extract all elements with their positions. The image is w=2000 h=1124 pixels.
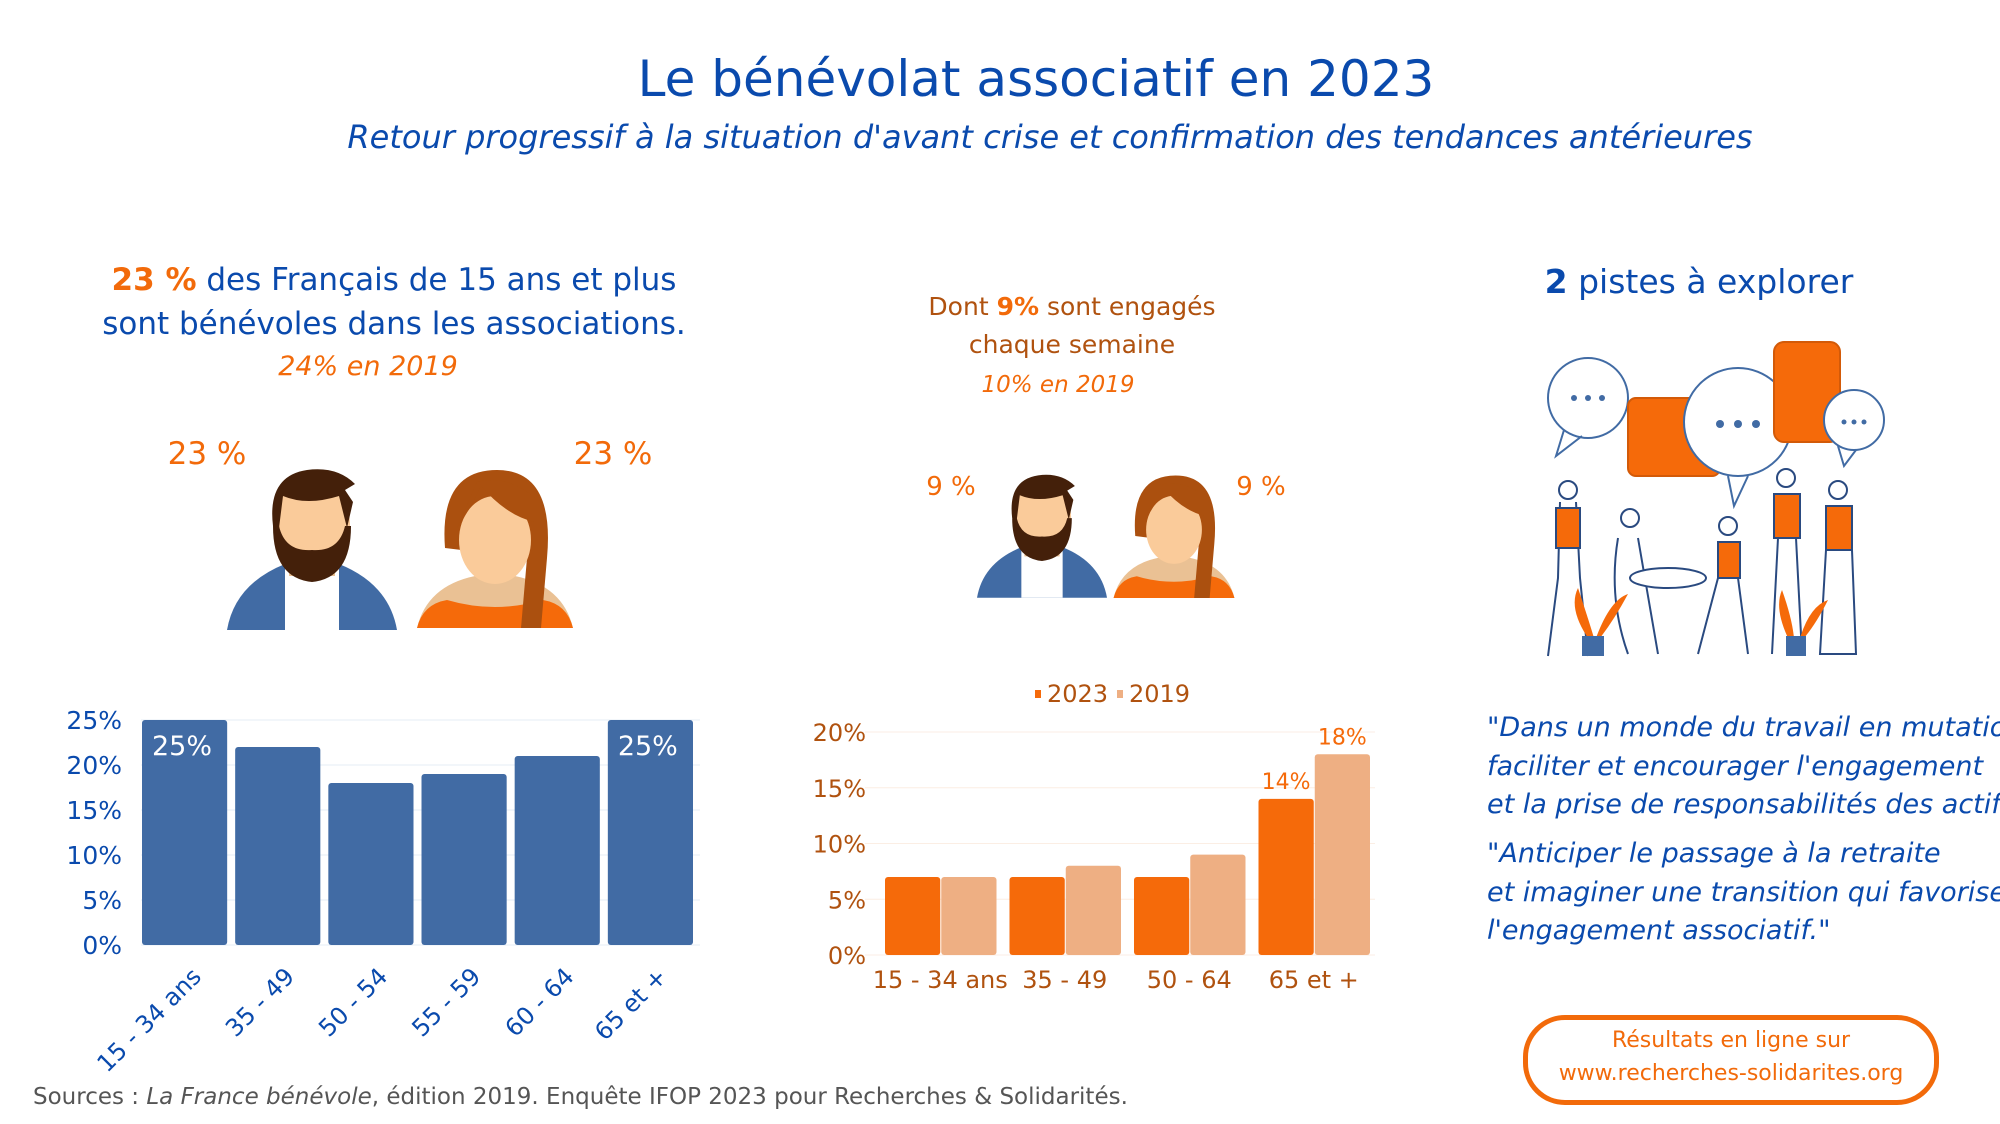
x-tick-label: 50 - 54 [313, 962, 393, 1042]
bar [885, 876, 941, 955]
y-tick-label: 20% [813, 719, 866, 747]
weekly-percent: 9% [996, 292, 1040, 321]
weekly-women-percent: 9 % [1236, 472, 1286, 502]
quote-2: "Anticiper le passage à la retraite et i… [1487, 835, 2000, 951]
weekly-text-2: chaque semaine [968, 330, 1176, 359]
quote-2-line: l'engagement associatif." [1487, 915, 1831, 946]
x-tick-label: 35 - 49 [220, 962, 300, 1042]
legend-label: 2023 [1047, 680, 1108, 708]
y-tick-label: 15% [813, 775, 866, 803]
bar [235, 747, 321, 945]
x-tick-label: 15 - 34 ans [92, 962, 207, 1077]
men-percent: 23 % [167, 436, 247, 472]
quote-2-line: et imaginer une transition qui favorise [1487, 876, 2000, 908]
headline-text-2: sont bénévoles dans les associations. [102, 306, 686, 342]
quote-2-line: "Anticiper le passage à la retraite [1487, 838, 1941, 869]
x-tick-label: 65 et + [589, 962, 673, 1046]
data-label: 18% [1318, 725, 1367, 750]
data-label: 25% [618, 731, 678, 762]
x-tick-label: 55 - 59 [406, 962, 486, 1042]
results-online-link[interactable]: Résultats en ligne sur www.recherches-so… [1523, 1015, 1939, 1105]
weekly-chart: 0% 5% 10% 15% 20% 2023 14% 2019 18% 15 - 34 ans 35… [813, 680, 1375, 994]
bar [1065, 865, 1121, 955]
y-tick-label: 20% [66, 751, 122, 780]
cta-url[interactable]: www.recherches-solidarites.org [1558, 1061, 1904, 1086]
discussion-illustration [1547, 341, 1885, 657]
quote-1: "Dans un monde du travail en mutation, f… [1487, 709, 2000, 825]
women-percent: 23 % [573, 436, 653, 472]
sources-suffix: , édition 2019. Enquête IFOP 2023 pour R… [371, 1084, 1128, 1110]
y-tick-label: 25% [66, 706, 122, 735]
bar [1190, 854, 1246, 955]
pistes-count: 2 [1544, 262, 1568, 301]
weekly-text-pre: Dont [928, 292, 997, 321]
headline-percent: 23 % [111, 262, 197, 298]
y-tick-label: 10% [66, 841, 122, 870]
left-headline: 23 % des Français de 15 ans et plus sont… [102, 258, 686, 346]
legend-label: 2019 [1129, 680, 1190, 708]
legend-swatch [1035, 690, 1041, 698]
x-tick-label: 50 - 64 [1147, 966, 1232, 994]
page-subtitle: Retour progressif à la situation d'avant… [347, 118, 1753, 156]
y-tick-label: 5% [82, 886, 122, 915]
quote-1-line: et la prise de responsabilités des actif… [1487, 789, 2000, 820]
bar [421, 774, 507, 945]
weekly-headline: Dont 9% sont engagés chaque semaine [928, 288, 1215, 364]
small-man-icon [977, 474, 1107, 598]
weekly-previous: 10% en 2019 [981, 372, 1135, 398]
pistes-heading: 2 pistes à explorer [1545, 262, 1854, 301]
y-tick-label: 15% [66, 796, 122, 825]
legend-swatch [1117, 690, 1123, 698]
bar [1314, 754, 1370, 955]
cta-line-1: Résultats en ligne sur [1611, 1028, 1851, 1053]
x-tick-label: 35 - 49 [1022, 966, 1107, 994]
bar [1009, 876, 1065, 955]
headline-text-1: des Français de 15 ans et plus [196, 262, 677, 298]
quote-1-line: faciliter et encourager l'engagement [1487, 750, 1984, 782]
y-tick-label: 0% [82, 931, 122, 960]
people-icon [1547, 468, 1858, 657]
sources-note: Sources : La France bénévole, édition 20… [33, 1084, 1128, 1110]
pistes-text: pistes à explorer [1567, 262, 1854, 301]
woman-icon [417, 470, 573, 628]
man-icon [227, 469, 397, 630]
y-tick-label: 10% [813, 831, 866, 859]
data-label: 25% [152, 731, 212, 762]
bar [142, 720, 228, 945]
bar [607, 720, 693, 945]
quote-1-line: "Dans un monde du travail en mutation, [1487, 712, 2000, 743]
sources-title: La France bénévole [146, 1084, 372, 1110]
sources-prefix: Sources : [33, 1084, 147, 1110]
y-tick-label: 5% [828, 886, 866, 914]
bar [1258, 798, 1314, 955]
left-previous: 24% en 2019 [278, 351, 458, 382]
bar [941, 876, 997, 955]
page-title: Le bénévolat associatif en 2023 [637, 50, 1435, 108]
x-tick-label: 60 - 64 [500, 962, 580, 1042]
small-woman-icon [1113, 475, 1235, 598]
age-chart: 0% 5% 10% 15% 20% 25% 25% 15 - 34 ans 35 - 49 50 … [66, 706, 700, 1078]
x-tick-label: 65 et + [1269, 966, 1359, 994]
bar [514, 756, 600, 945]
bar [1134, 876, 1190, 955]
y-tick-label: 0% [828, 942, 866, 970]
plant-icon [1574, 588, 1828, 656]
data-label: 14% [1262, 770, 1311, 795]
weekly-men-percent: 9 % [926, 472, 976, 502]
x-tick-label: 15 - 34 ans [873, 966, 1008, 994]
bar [328, 783, 414, 945]
weekly-text-post: sont engagés [1039, 292, 1216, 321]
